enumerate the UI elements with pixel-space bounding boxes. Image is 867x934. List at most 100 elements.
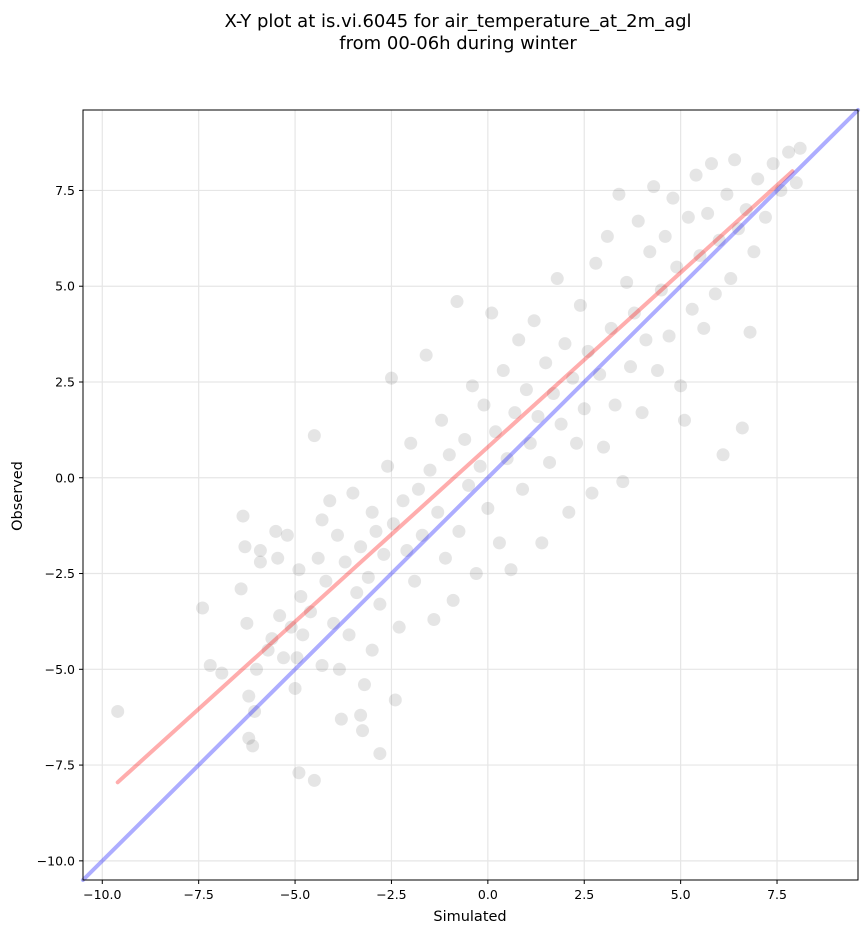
scatter-point xyxy=(354,540,368,554)
scatter-point xyxy=(674,379,688,393)
scatter-point xyxy=(728,153,742,167)
scatter-point xyxy=(631,214,645,228)
x-axis-ticks: −10.0 −7.5 −5.0 −2.5 0.0 2.5 5.0 7.5 xyxy=(83,880,787,902)
scatter-point xyxy=(319,574,333,588)
scatter-point xyxy=(677,413,691,427)
scatter-point xyxy=(356,724,370,738)
scatter-point xyxy=(288,681,302,695)
scatter-point xyxy=(265,632,279,646)
scatter-point xyxy=(273,609,287,623)
scatter-point xyxy=(238,540,252,554)
scatter-point xyxy=(373,597,387,611)
scatter-point xyxy=(465,379,479,393)
scatter-point xyxy=(346,486,360,500)
x-tick-label: −7.5 xyxy=(183,887,213,902)
scatter-point xyxy=(546,386,560,400)
scatter-point xyxy=(693,249,707,263)
scatter-point xyxy=(280,528,294,542)
scatter-point xyxy=(253,544,267,558)
scatter-point xyxy=(323,494,337,508)
scatter-point xyxy=(381,459,395,473)
scatter-point xyxy=(315,658,329,672)
scatter-point xyxy=(581,344,595,358)
scatter-point xyxy=(292,766,306,780)
scatter-point xyxy=(315,513,329,527)
scatter-point xyxy=(296,628,310,642)
y-axis-label: Observed xyxy=(10,461,26,531)
scatter-point xyxy=(766,157,780,171)
scatter-point xyxy=(500,452,514,466)
scatter-point xyxy=(327,616,341,630)
scatter-point xyxy=(654,283,668,297)
scatter-point xyxy=(681,210,695,224)
scatter-point xyxy=(111,704,125,718)
scatter-point xyxy=(253,555,267,569)
plot-area-frame xyxy=(82,109,859,881)
scatter-point xyxy=(311,551,325,565)
scatter-point xyxy=(242,689,256,703)
scatter-point xyxy=(751,172,765,186)
scatter-point xyxy=(550,272,564,286)
scatter-point xyxy=(419,348,433,362)
scatter-point xyxy=(789,176,803,190)
scatter-point xyxy=(330,528,344,542)
chart-title: X-Y plot at is.vi.6045 for air_temperatu… xyxy=(224,11,691,32)
scatter-point xyxy=(739,203,753,217)
scatter-point xyxy=(720,187,734,201)
scatter-point xyxy=(624,360,638,374)
scatter-point xyxy=(332,662,346,676)
scatter-point xyxy=(670,260,684,274)
scatter-point xyxy=(473,459,487,473)
scatter-point xyxy=(342,628,356,642)
scatter-point xyxy=(527,314,541,328)
scatter-point xyxy=(600,229,614,243)
scatter-point xyxy=(415,528,429,542)
scatter-point xyxy=(558,337,572,351)
scatter-point xyxy=(543,455,557,469)
scatter-point xyxy=(423,463,437,477)
scatter-point xyxy=(793,141,807,155)
scatter-point xyxy=(647,180,661,194)
scatter-point xyxy=(248,704,262,718)
x-axis-label: Simulated xyxy=(433,909,506,925)
scatter-point xyxy=(635,406,649,420)
scatter-point xyxy=(685,302,699,316)
scatter-point xyxy=(290,651,304,665)
x-tick-label: 5.0 xyxy=(671,887,691,902)
scatter-point xyxy=(386,517,400,531)
y-tick-label: −7.5 xyxy=(45,758,75,773)
grid xyxy=(83,110,858,880)
scatter-point xyxy=(489,425,503,439)
scatter-point xyxy=(519,383,533,397)
scatter-point xyxy=(377,547,391,561)
scatter-point xyxy=(431,505,445,519)
scatter-point xyxy=(435,413,449,427)
scatter-point xyxy=(292,563,306,577)
scatter-point xyxy=(234,582,248,596)
scatter-point xyxy=(774,183,788,197)
scatter-point xyxy=(284,620,298,634)
scatter-point xyxy=(481,501,495,515)
scatter-point xyxy=(570,436,584,450)
scatter-point xyxy=(261,643,275,657)
scatter-point xyxy=(303,605,317,619)
scatter-point xyxy=(539,356,553,370)
scatter-point xyxy=(639,333,653,347)
scatter-point xyxy=(512,333,526,347)
scatter-point xyxy=(612,187,626,201)
scatter-point xyxy=(462,478,476,492)
scatter-point xyxy=(469,567,483,581)
scatter-point xyxy=(350,586,364,600)
scatter-point xyxy=(400,544,414,558)
scatter-point xyxy=(516,482,530,496)
scatter-point xyxy=(388,693,402,707)
scatter-point xyxy=(307,429,321,443)
scatter-point xyxy=(458,432,472,446)
scatter-point xyxy=(731,222,745,236)
scatter-point xyxy=(196,601,210,615)
scatter-point xyxy=(666,191,680,205)
regression-line xyxy=(115,169,795,785)
scatter-point xyxy=(735,421,749,435)
scatter-point xyxy=(566,371,580,385)
